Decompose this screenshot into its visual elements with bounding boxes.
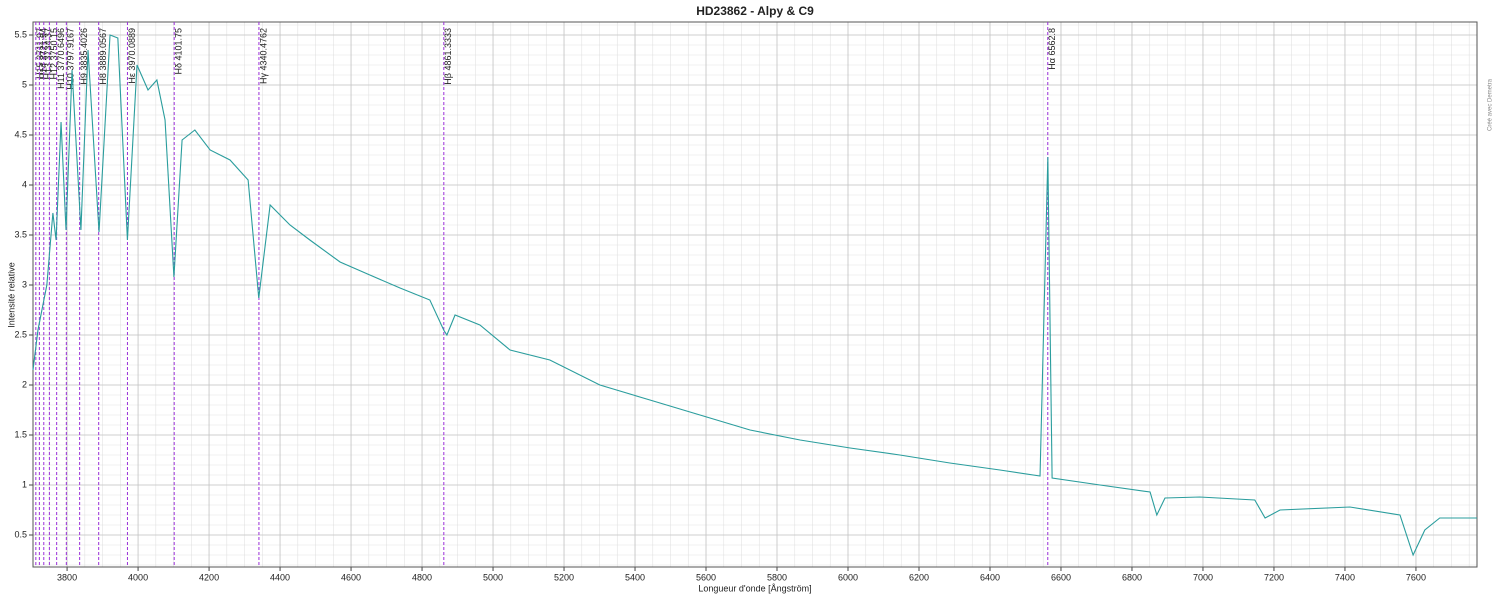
y-tick-label: 5.5: [14, 29, 27, 39]
x-tick-label: 4600: [341, 572, 361, 582]
y-tick-label: 2: [22, 379, 27, 389]
x-tick-label: 4800: [412, 572, 432, 582]
x-axis-label: Longueur d'onde [Ångström]: [698, 583, 811, 593]
x-tick-label: 6800: [1122, 572, 1142, 582]
annotation-label: Hε 3970.0889: [127, 28, 137, 84]
annotation-label: Hβ 4861.3333: [443, 28, 453, 85]
plot-frame: [32, 21, 1478, 568]
x-tick-label: 4200: [199, 572, 219, 582]
x-tick-label: 4400: [270, 572, 290, 582]
annotation-label: H9 3835.4026: [79, 28, 89, 85]
annotation-label: Hγ 4340.4762: [258, 28, 268, 84]
annotation-label: Hα 6562.8: [1047, 28, 1057, 70]
x-tick-label: 4000: [128, 572, 148, 582]
x-tick-label: 3800: [57, 572, 77, 582]
x-tick-label: 7000: [1193, 572, 1213, 582]
y-tick-label: 3.5: [14, 229, 27, 239]
x-tick-label: 5400: [625, 572, 645, 582]
x-tick-label: 6400: [980, 572, 1000, 582]
spectrum-line: [32, 34, 1477, 557]
y-tick-label: 2.5: [14, 329, 27, 339]
y-tick-label: 4.5: [14, 129, 27, 139]
annotation-label: H12 3750.15: [49, 28, 59, 80]
y-tick-label: 1.5: [14, 429, 27, 439]
y-tick-label: 0.5: [14, 529, 27, 539]
y-tick-label: 5: [22, 79, 27, 89]
y-tick-label: 1: [22, 479, 27, 489]
y-tick-label: 4: [22, 179, 27, 189]
chart-title: HD23862 - Alpy & C9: [696, 4, 814, 18]
annotation-label: H15 3711.97: [35, 28, 45, 79]
x-tick-label: 5800: [767, 572, 787, 582]
annotation-label: H13 3734.37: [43, 28, 53, 80]
x-tick-label: 6600: [1051, 572, 1071, 582]
annotation-label: Hδ 4101.75: [174, 28, 184, 75]
x-tick-label: 7600: [1406, 572, 1426, 582]
x-tick-label: 7400: [1335, 572, 1355, 582]
annotation-label: H10 3797.9167: [66, 28, 76, 90]
y-axis-label: Intensité relative: [6, 262, 16, 328]
annotation-label: H8 3889.0567: [98, 28, 108, 85]
annotation-label: H11 3770.6496: [56, 28, 66, 89]
x-tick-label: 5600: [696, 572, 716, 582]
x-tick-label: 6000: [838, 572, 858, 582]
x-tick-label: 5000: [483, 572, 503, 582]
x-tick-label: 7200: [1264, 572, 1284, 582]
x-tick-label: 6200: [909, 572, 929, 582]
credit-note: Créé avec Demetra: [1488, 78, 1494, 131]
y-tick-label: 3: [22, 279, 27, 289]
x-tick-label: 5200: [554, 572, 574, 582]
